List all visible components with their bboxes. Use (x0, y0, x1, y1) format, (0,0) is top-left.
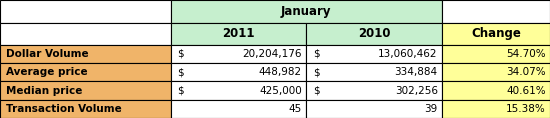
Bar (0, 23, 170, 45)
Bar (170, 23, 306, 45)
Text: 45: 45 (289, 104, 302, 114)
Bar (0, 81, 170, 100)
Text: 425,000: 425,000 (259, 86, 302, 96)
Bar (442, 23, 550, 45)
Bar (442, 63, 550, 81)
Bar (0, 100, 170, 118)
Bar (442, 45, 550, 63)
Text: Dollar Volume: Dollar Volume (6, 49, 88, 59)
Text: 40.61%: 40.61% (506, 86, 546, 96)
Text: $: $ (313, 67, 320, 77)
Text: 54.70%: 54.70% (506, 49, 546, 59)
Text: 39: 39 (425, 104, 438, 114)
Text: $: $ (313, 49, 320, 59)
Bar (170, 45, 306, 63)
Text: 15.38%: 15.38% (506, 104, 546, 114)
Text: $: $ (177, 67, 184, 77)
Text: 2011: 2011 (222, 27, 255, 40)
Text: 13,060,462: 13,060,462 (378, 49, 438, 59)
Bar (442, 0, 550, 23)
Text: 448,982: 448,982 (259, 67, 302, 77)
Bar (170, 100, 306, 118)
Bar (0, 45, 170, 63)
Bar (306, 81, 442, 100)
Text: 2010: 2010 (358, 27, 390, 40)
Text: Average price: Average price (6, 67, 87, 77)
Bar (170, 63, 306, 81)
Text: 302,256: 302,256 (395, 86, 438, 96)
Text: 34.07%: 34.07% (506, 67, 546, 77)
Bar (0, 0, 170, 23)
Text: Median price: Median price (6, 86, 82, 96)
Text: 334,884: 334,884 (394, 67, 438, 77)
Bar (170, 81, 306, 100)
Bar (442, 100, 550, 118)
Bar (442, 81, 550, 100)
Bar (306, 63, 442, 81)
Bar (306, 23, 442, 45)
Text: Transaction Volume: Transaction Volume (6, 104, 121, 114)
Bar (0, 63, 170, 81)
Text: Change: Change (471, 27, 521, 40)
Text: 20,204,176: 20,204,176 (243, 49, 302, 59)
Bar (306, 100, 442, 118)
Text: January: January (281, 5, 332, 18)
Text: $: $ (177, 49, 184, 59)
Text: $: $ (177, 86, 184, 96)
Text: $: $ (313, 86, 320, 96)
Bar (306, 45, 442, 63)
Bar (170, 0, 442, 23)
